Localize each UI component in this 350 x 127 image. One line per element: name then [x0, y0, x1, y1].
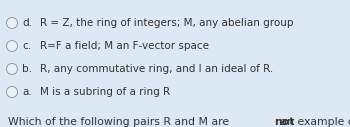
- Text: R, any commutative ring, and I an ideal of R.: R, any commutative ring, and I an ideal …: [40, 64, 273, 74]
- Text: an example of a module?: an example of a module?: [277, 117, 350, 127]
- Text: M is a subring of a ring R: M is a subring of a ring R: [40, 87, 170, 97]
- Ellipse shape: [7, 64, 18, 75]
- Text: a.: a.: [22, 87, 32, 97]
- Ellipse shape: [7, 86, 18, 98]
- Ellipse shape: [7, 18, 18, 28]
- Text: d.: d.: [22, 18, 32, 28]
- Ellipse shape: [7, 41, 18, 52]
- Text: c.: c.: [22, 41, 31, 51]
- Text: R=F a field; M an F-vector space: R=F a field; M an F-vector space: [40, 41, 209, 51]
- Text: R = Z, the ring of integers; M, any abelian group: R = Z, the ring of integers; M, any abel…: [40, 18, 294, 28]
- Text: b.: b.: [22, 64, 32, 74]
- Text: Which of the following pairs R and M are: Which of the following pairs R and M are: [8, 117, 233, 127]
- Text: not: not: [274, 117, 295, 127]
